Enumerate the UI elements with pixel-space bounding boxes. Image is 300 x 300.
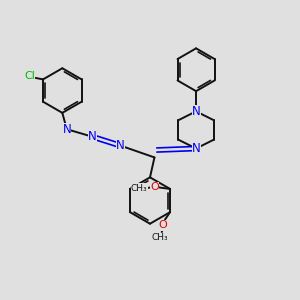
Text: O: O	[158, 220, 167, 230]
Text: N: N	[88, 130, 96, 143]
Text: N: N	[116, 139, 125, 152]
Text: N: N	[192, 142, 200, 155]
Text: O: O	[150, 182, 159, 193]
Text: Cl: Cl	[24, 71, 35, 81]
Text: CH₃: CH₃	[131, 184, 148, 193]
Text: N: N	[62, 123, 71, 136]
Text: N: N	[192, 142, 200, 155]
Text: CH₃: CH₃	[152, 233, 169, 242]
Text: N: N	[192, 105, 200, 118]
